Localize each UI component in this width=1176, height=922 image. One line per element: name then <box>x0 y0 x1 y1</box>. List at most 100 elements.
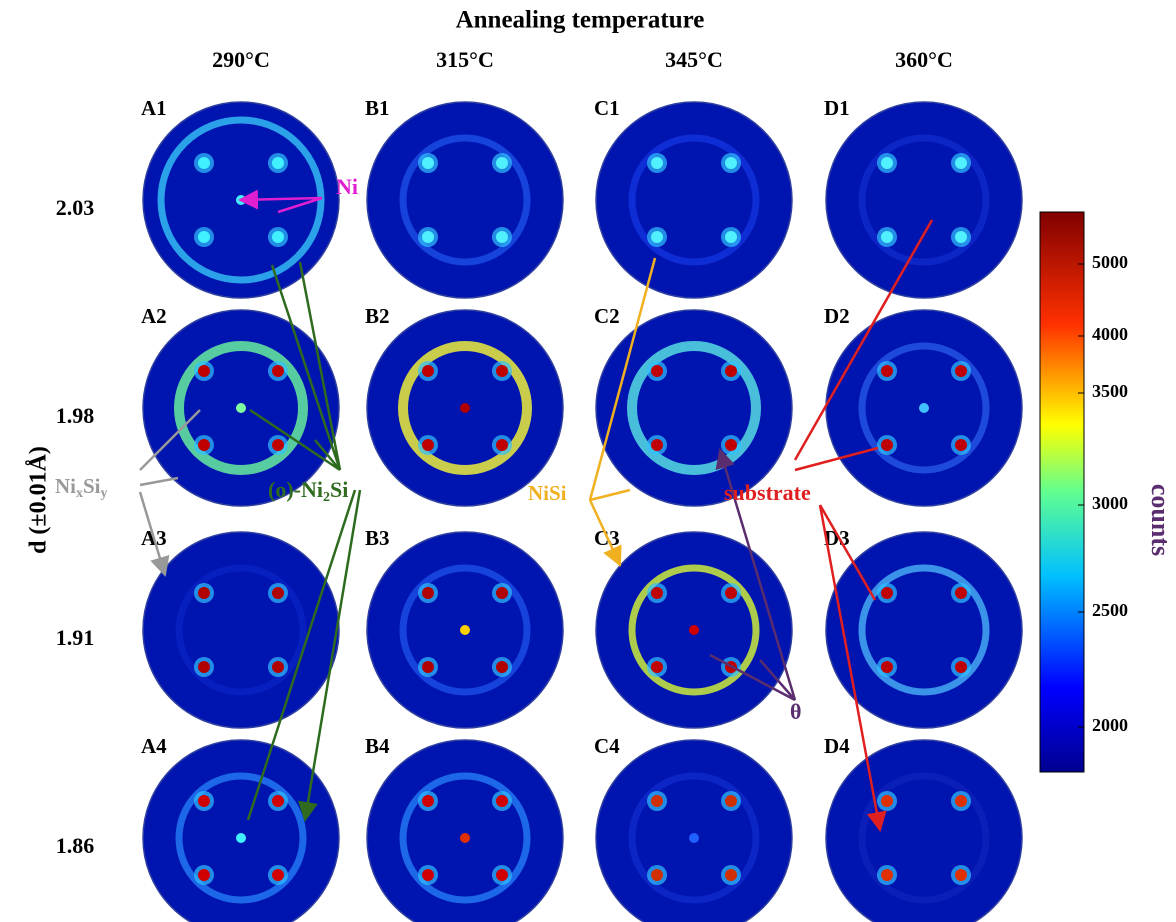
spot <box>651 157 663 169</box>
spot <box>651 869 663 881</box>
colorbar-tick-label: 2000 <box>1092 715 1128 735</box>
spot <box>651 795 663 807</box>
annotation-nixsiy: NixSiy <box>55 474 108 501</box>
panel-label: A4 <box>141 734 167 758</box>
spot <box>198 795 210 807</box>
pole-figure <box>596 310 792 506</box>
spot <box>496 231 508 243</box>
spot <box>272 869 284 881</box>
pole-figure <box>143 740 339 922</box>
row-label: 1.98 <box>56 403 95 428</box>
spot <box>955 869 967 881</box>
colorbar-tick-label: 3000 <box>1092 493 1128 513</box>
spot <box>198 365 210 377</box>
spot <box>881 587 893 599</box>
spot <box>272 231 284 243</box>
center-spot <box>460 833 470 843</box>
t: (o)-Ni <box>268 477 323 502</box>
colorbar-tick-label: 2500 <box>1092 600 1128 620</box>
t: x <box>76 486 83 501</box>
figure: Annealing temperature d (±0.01Å) counts … <box>0 0 1176 922</box>
spot <box>272 365 284 377</box>
spot <box>881 439 893 451</box>
row-label: 1.86 <box>56 833 95 858</box>
spot <box>198 587 210 599</box>
spot <box>272 587 284 599</box>
t: 2 <box>323 490 330 505</box>
pole-figure <box>367 740 563 922</box>
spot <box>422 157 434 169</box>
spot <box>955 231 967 243</box>
annotation-ni: Ni <box>336 174 358 199</box>
panel-label: D2 <box>824 304 850 328</box>
panel-label: C2 <box>594 304 620 328</box>
spot <box>422 231 434 243</box>
spot <box>272 439 284 451</box>
spot <box>198 231 210 243</box>
spot <box>651 661 663 673</box>
panel-label: B3 <box>365 526 390 550</box>
spot <box>651 231 663 243</box>
spot <box>422 587 434 599</box>
spot <box>881 365 893 377</box>
spot <box>496 587 508 599</box>
figure-title: Annealing temperature <box>456 7 705 34</box>
spot <box>272 795 284 807</box>
spot <box>725 157 737 169</box>
spot <box>272 157 284 169</box>
annotation-nisi: NiSi <box>528 481 567 505</box>
spot <box>955 365 967 377</box>
center-spot <box>689 625 699 635</box>
spot <box>955 439 967 451</box>
spot <box>651 587 663 599</box>
panel-label: B4 <box>365 734 390 758</box>
panel-label: C1 <box>594 96 620 120</box>
spot <box>725 439 737 451</box>
spot <box>422 365 434 377</box>
center-spot <box>236 833 246 843</box>
y-axis-label: d (±0.01Å) <box>26 446 52 554</box>
t: Si <box>330 477 348 502</box>
spot <box>881 661 893 673</box>
panel-label: D1 <box>824 96 850 120</box>
spot <box>651 365 663 377</box>
spot <box>198 869 210 881</box>
pole-figure <box>826 740 1022 922</box>
spot <box>881 869 893 881</box>
colorbar-tick-label: 3500 <box>1092 381 1128 401</box>
spot <box>496 661 508 673</box>
spot <box>881 157 893 169</box>
pole-figure <box>826 102 1022 298</box>
panel-label: A1 <box>141 96 167 120</box>
spot <box>198 661 210 673</box>
annotation-ni2si: (o)-Ni2Si <box>268 477 348 505</box>
center-spot <box>460 403 470 413</box>
panel-label: A2 <box>141 304 167 328</box>
spot <box>881 795 893 807</box>
column-label: 360°C <box>895 47 953 72</box>
spot <box>198 157 210 169</box>
annotation-substrate: substrate <box>724 480 811 505</box>
center-spot <box>919 403 929 413</box>
pole-figure <box>596 740 792 922</box>
spot <box>881 231 893 243</box>
spot <box>725 795 737 807</box>
center-spot <box>236 403 246 413</box>
spot <box>422 869 434 881</box>
panel-label: D4 <box>824 734 850 758</box>
column-label: 345°C <box>665 47 723 72</box>
row-label: 2.03 <box>56 195 95 220</box>
spot <box>496 869 508 881</box>
panel-label: B2 <box>365 304 390 328</box>
spot <box>422 439 434 451</box>
center-spot <box>689 833 699 843</box>
column-label: 315°C <box>436 47 494 72</box>
pole-figure <box>367 102 563 298</box>
colorbar-tick-label: 5000 <box>1092 252 1128 272</box>
spot <box>496 365 508 377</box>
spot <box>955 795 967 807</box>
spot <box>272 661 284 673</box>
t: Ni <box>55 474 76 498</box>
spot <box>496 439 508 451</box>
